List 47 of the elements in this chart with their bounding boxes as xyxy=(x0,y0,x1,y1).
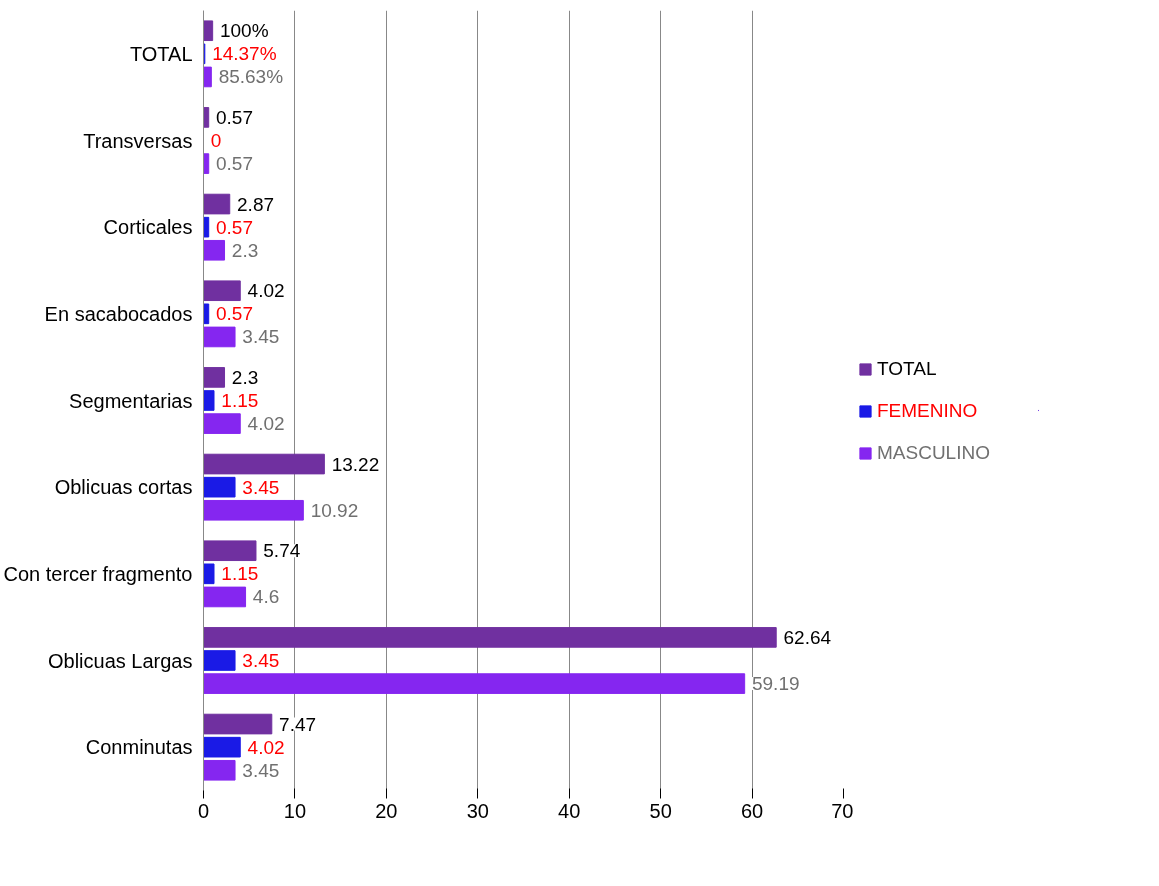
y-tick-label: Conminutas xyxy=(85,736,193,759)
x-tick-label: 50 xyxy=(649,799,672,822)
data-label: 7.47 xyxy=(279,713,317,735)
y-tick-label: Oblicuas cortas xyxy=(54,476,193,499)
x-tick-label: 10 xyxy=(283,799,307,822)
data-label: 4.6 xyxy=(252,586,280,608)
data-label: 0.57 xyxy=(216,216,254,238)
data-label: 2.3 xyxy=(231,239,259,261)
data-label: 0 xyxy=(210,130,222,151)
data-label: 0.57 xyxy=(216,153,254,175)
x-tick-label: 20 xyxy=(375,799,398,822)
data-label: 2.87 xyxy=(237,193,275,215)
x-tick-label: 30 xyxy=(466,799,489,822)
data-label: 13.22 xyxy=(331,453,380,475)
y-tick-label: TOTAL xyxy=(129,42,193,65)
legend-label: TOTAL xyxy=(877,358,937,380)
y-tick-label: Con tercer fragmento xyxy=(3,562,193,585)
data-label: 10.92 xyxy=(310,499,359,521)
data-label: 4.02 xyxy=(247,736,285,758)
y-tick-label: Corticales xyxy=(103,216,193,239)
y-tick-label: Segmentarias xyxy=(69,389,193,412)
data-label: 100% xyxy=(219,20,269,42)
data-label: 0.57 xyxy=(216,106,254,128)
data-label: 3.45 xyxy=(242,326,280,348)
x-tick-label: 0 xyxy=(197,799,210,822)
y-tick-label: Transversas xyxy=(83,129,193,152)
data-label: 3.45 xyxy=(242,476,280,498)
data-label: 1.15 xyxy=(221,390,259,411)
x-tick-label: 70 xyxy=(831,799,854,822)
data-label: 62.64 xyxy=(783,626,832,648)
x-tick-label: 40 xyxy=(558,799,581,822)
data-label: 1.15 xyxy=(221,563,259,585)
data-label: 14.37% xyxy=(212,43,277,65)
data-label: 4.02 xyxy=(247,280,285,302)
data-label: 0.57 xyxy=(216,303,254,325)
y-tick-label: En sacabocados xyxy=(44,302,193,325)
data-label: 85.63% xyxy=(218,66,284,88)
data-label: 4.02 xyxy=(247,413,285,435)
y-tick-label: Oblicuas Largas xyxy=(47,649,193,672)
x-tick-label: 60 xyxy=(740,799,764,822)
data-label: 59.19 xyxy=(751,673,800,695)
legend-label: FEMENINO xyxy=(877,400,978,422)
data-label: 5.74 xyxy=(263,540,301,562)
legend-label: MASCULINO xyxy=(877,442,990,464)
data-label: 3.45 xyxy=(242,650,280,671)
data-label: 3.45 xyxy=(242,759,280,781)
data-label: 2.3 xyxy=(231,366,259,388)
